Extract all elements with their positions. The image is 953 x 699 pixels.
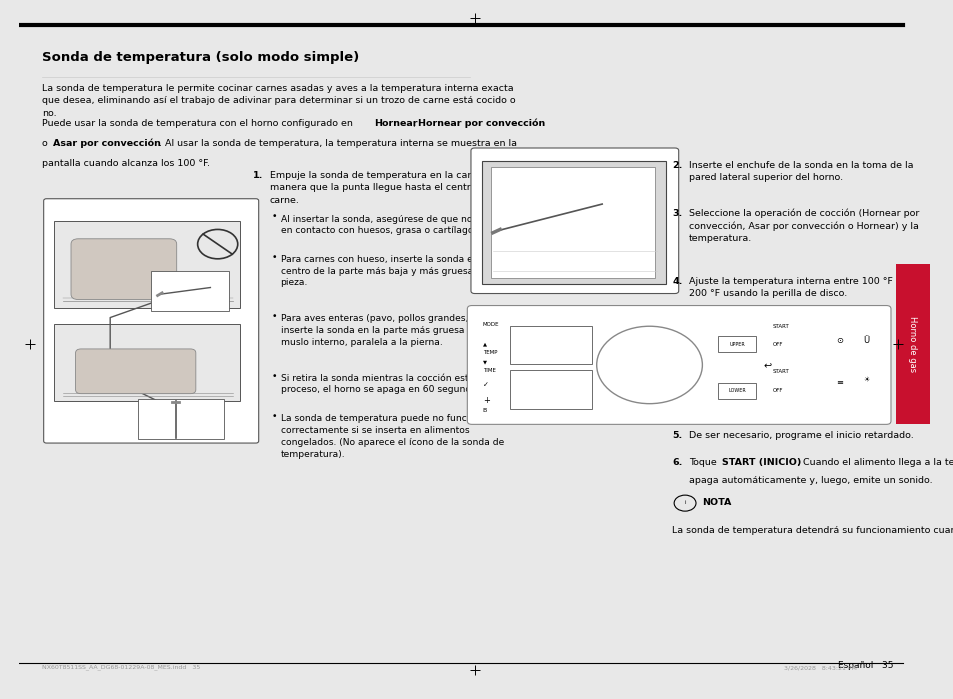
Text: ▲: ▲	[482, 341, 486, 346]
Text: •: •	[272, 253, 276, 262]
Text: 3.: 3.	[672, 209, 681, 218]
Text: La sonda de temperatura puede no funcionar
correctamente si se inserta en alimen: La sonda de temperatura puede no funcion…	[280, 415, 503, 459]
Text: Seleccione la operación de cocción (Hornear por
convección, Asar por convección : Seleccione la operación de cocción (Horn…	[688, 209, 918, 243]
Text: ✓: ✓	[482, 382, 488, 389]
Text: •: •	[272, 312, 276, 322]
FancyBboxPatch shape	[53, 221, 240, 308]
Text: pantalla cuando alcanza los 100 °F.: pantalla cuando alcanza los 100 °F.	[42, 159, 210, 168]
Text: La sonda de temperatura le permite cocinar carnes asadas y aves a la temperatura: La sonda de temperatura le permite cocin…	[42, 84, 515, 118]
FancyBboxPatch shape	[895, 264, 929, 424]
Text: ☀: ☀	[862, 377, 869, 384]
FancyBboxPatch shape	[71, 239, 176, 300]
FancyBboxPatch shape	[717, 336, 756, 352]
FancyBboxPatch shape	[44, 199, 258, 443]
Text: •: •	[272, 412, 276, 421]
Text: Asar por convección: Asar por convección	[52, 138, 160, 148]
FancyBboxPatch shape	[510, 370, 592, 409]
Text: NX60T8511SS_AA_DG68-01229A-08_MES.indd   35: NX60T8511SS_AA_DG68-01229A-08_MES.indd 3…	[42, 664, 200, 670]
Text: Toque: Toque	[688, 458, 719, 467]
Text: TEMP: TEMP	[482, 350, 497, 355]
Text: Español   35: Español 35	[838, 661, 893, 670]
FancyBboxPatch shape	[75, 349, 195, 394]
FancyBboxPatch shape	[467, 305, 890, 424]
Text: Puede usar la sonda de temperatura con el horno configurado en: Puede usar la sonda de temperatura con e…	[42, 119, 355, 128]
Text: Inserte el enchufe de la sonda en la toma de la
pared lateral superior del horno: Inserte el enchufe de la sonda en la tom…	[688, 161, 912, 182]
Text: B: B	[482, 408, 487, 412]
Text: ▼: ▼	[482, 359, 486, 364]
Text: LOWER: LOWER	[727, 389, 745, 394]
Text: TIME: TIME	[482, 368, 496, 373]
Text: START: START	[772, 369, 788, 374]
Text: Hornear: Hornear	[374, 119, 417, 128]
Text: 1.: 1.	[253, 171, 263, 180]
Text: UPPER: UPPER	[728, 342, 744, 347]
Text: •: •	[272, 372, 276, 381]
Text: ⊙: ⊙	[836, 336, 842, 345]
FancyBboxPatch shape	[491, 167, 655, 278]
FancyBboxPatch shape	[481, 161, 665, 284]
Text: ↩: ↩	[762, 361, 771, 371]
Text: Ü: Ü	[862, 336, 869, 345]
Text: . Al usar la sonda de temperatura, la temperatura interna se muestra en la: . Al usar la sonda de temperatura, la te…	[159, 138, 517, 147]
Text: 4.: 4.	[672, 277, 682, 286]
Text: Ajuste la temperatura interna entre 100 °F y
200 °F usando la perilla de disco.: Ajuste la temperatura interna entre 100 …	[688, 277, 901, 298]
Text: OFF: OFF	[772, 388, 782, 393]
Text: 6.: 6.	[672, 458, 682, 467]
Text: Para aves enteras (pavo, pollos grandes, etc.),
inserte la sonda en la parte más: Para aves enteras (pavo, pollos grandes,…	[280, 315, 494, 347]
Text: •: •	[272, 212, 276, 221]
Text: OFF: OFF	[772, 343, 782, 347]
Text: START (INICIO): START (INICIO)	[721, 458, 801, 467]
FancyBboxPatch shape	[510, 326, 592, 364]
Text: Al insertar la sonda, asegúrese de que no esté
en contacto con huesos, grasa o c: Al insertar la sonda, asegúrese de que n…	[280, 214, 494, 236]
Text: NOTA: NOTA	[701, 498, 731, 507]
Text: ≡: ≡	[836, 377, 842, 387]
FancyBboxPatch shape	[471, 148, 678, 294]
Text: apaga automáticamente y, luego, emite un sonido.: apaga automáticamente y, luego, emite un…	[688, 477, 931, 485]
Text: De ser necesario, programe el inicio retardado.: De ser necesario, programe el inicio ret…	[688, 431, 913, 440]
FancyBboxPatch shape	[151, 271, 229, 311]
Text: Empuje la sonda de temperatura en la carne de
manera que la punta llegue hasta e: Empuje la sonda de temperatura en la car…	[270, 171, 501, 205]
Text: Sonda de temperatura (solo modo simple): Sonda de temperatura (solo modo simple)	[42, 50, 358, 64]
FancyBboxPatch shape	[137, 399, 224, 439]
Text: +: +	[482, 396, 489, 405]
Text: Para carnes con hueso, inserte la sonda en el
centro de la parte más baja y más : Para carnes con hueso, inserte la sonda …	[280, 255, 497, 287]
Text: i: i	[683, 500, 685, 505]
Text: o: o	[42, 138, 51, 147]
Text: Si retira la sonda mientras la cocción está en
proceso, el horno se apaga en 60 : Si retira la sonda mientras la cocción e…	[280, 374, 488, 394]
Text: 3/26/2028   8:43:21 PM: 3/26/2028 8:43:21 PM	[783, 665, 857, 670]
Text: 2.: 2.	[672, 161, 682, 170]
FancyBboxPatch shape	[53, 324, 240, 401]
Text: MODE: MODE	[482, 322, 498, 327]
Text: Horno de gas: Horno de gas	[907, 316, 917, 373]
Text: ,: ,	[413, 119, 418, 128]
FancyBboxPatch shape	[717, 383, 756, 399]
Text: . Cuando el alimento llega a la temperatura interna seleccionada, el horno se: . Cuando el alimento llega a la temperat…	[797, 458, 953, 467]
Text: La sonda de temperatura detendrá su funcionamiento cuando se alcance la temperat: La sonda de temperatura detendrá su func…	[672, 526, 953, 535]
Text: Hornear por convección: Hornear por convección	[417, 119, 545, 128]
Text: START: START	[772, 324, 788, 329]
Text: 5.: 5.	[672, 431, 681, 440]
